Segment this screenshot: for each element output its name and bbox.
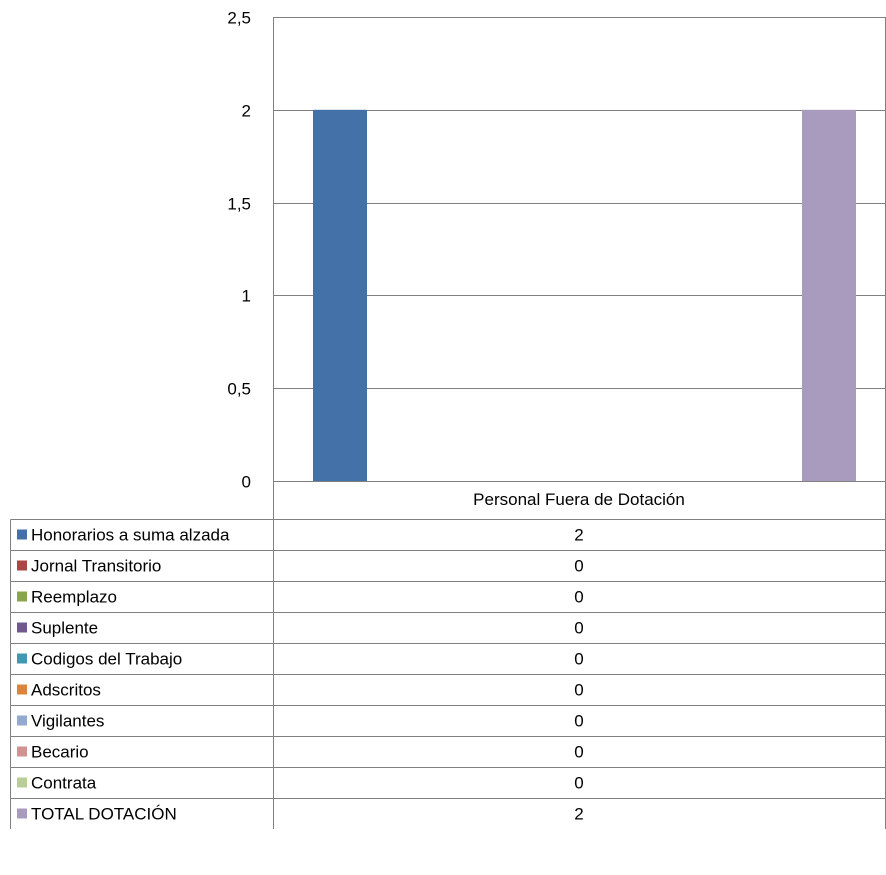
legend-label: Contrata xyxy=(31,774,97,793)
legend-label: Becario xyxy=(31,743,89,762)
legend-swatch xyxy=(17,622,27,633)
legend-label: Jornal Transitorio xyxy=(31,557,161,576)
legend-swatch xyxy=(17,591,27,602)
category-label: Personal Fuera de Dotación xyxy=(473,490,685,509)
bar-honorarios-a-suma-alzada xyxy=(313,109,367,482)
y-tick-label: 1 xyxy=(242,287,251,306)
gridlines xyxy=(273,17,886,482)
legend-swatch xyxy=(17,746,27,757)
legend-label: Reemplazo xyxy=(31,588,117,607)
legend-label: Adscritos xyxy=(31,681,101,700)
bar-total-dotaci-n xyxy=(802,109,856,482)
bars xyxy=(313,109,856,482)
data-label: 0 xyxy=(574,743,583,762)
data-label: 0 xyxy=(574,774,583,793)
legend-label: Suplente xyxy=(31,619,98,638)
legend-label: Codigos del Trabajo xyxy=(31,650,182,669)
legend-swatch xyxy=(17,684,27,695)
data-label: 0 xyxy=(574,557,583,576)
legend-label: TOTAL DOTACIÓN xyxy=(31,805,177,824)
data-label: 0 xyxy=(574,712,583,731)
y-tick-label: 2 xyxy=(242,102,251,121)
legend-swatch xyxy=(17,529,27,540)
legend-swatch xyxy=(17,715,27,726)
data-label: 0 xyxy=(574,650,583,669)
legend-swatch xyxy=(17,808,27,819)
data-label: 2 xyxy=(574,805,583,824)
y-tick-label: 1,5 xyxy=(227,195,251,214)
data-table: Personal Fuera de Dotación Honorarios a s… xyxy=(10,481,886,829)
y-axis: 0 0,5 1 1,5 2 2,5 xyxy=(227,9,251,492)
legend-swatch xyxy=(17,653,27,664)
legend-label: Honorarios a suma alzada xyxy=(31,526,230,545)
data-label: 0 xyxy=(574,619,583,638)
data-label: 0 xyxy=(574,681,583,700)
y-tick-label: 0 xyxy=(242,473,251,492)
y-tick-label: 0,5 xyxy=(227,380,251,399)
legend-label: Vigilantes xyxy=(31,712,104,731)
legend-swatch xyxy=(17,777,27,788)
data-label: 0 xyxy=(574,588,583,607)
y-tick-label: 2,5 xyxy=(227,9,251,28)
data-label: 2 xyxy=(574,526,583,545)
legend-swatch xyxy=(17,560,27,571)
